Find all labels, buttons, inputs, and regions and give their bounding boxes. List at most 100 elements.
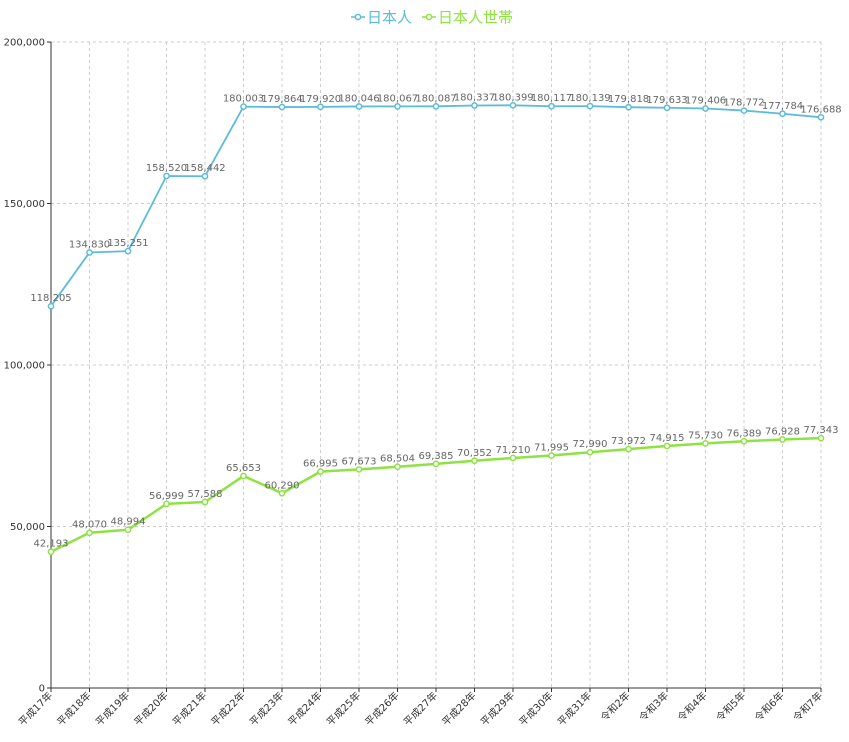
series-2-point (702, 440, 709, 447)
series-2-data-label: 57,588 (188, 489, 223, 500)
x-tick-label: 令和4年 (675, 689, 710, 724)
x-tick-label: 平成23年 (247, 689, 286, 728)
series-1-data-label: 158,520 (146, 163, 187, 174)
series-1-data-label: 158,442 (184, 163, 225, 174)
x-tick-label: 平成31年 (555, 689, 594, 728)
series-1-data-label: 180,117 (531, 93, 572, 104)
legend-label-1: 日本人 (367, 9, 412, 27)
series-2-point (124, 526, 132, 534)
series-2-point (817, 434, 825, 442)
series-2-point (317, 468, 324, 475)
series-1-data-label: 179,864 (261, 94, 302, 105)
series-2-data-label: 76,928 (765, 427, 800, 438)
y-tick-label: 100,000 (4, 361, 45, 372)
x-tick-label: 令和5年 (713, 689, 748, 724)
series-1-data-label: 180,003 (223, 94, 264, 105)
series-1-point (702, 105, 709, 112)
series-2-data-label: 66,995 (303, 459, 338, 470)
series-1-data-label: 179,633 (646, 95, 687, 106)
series-1-point (355, 103, 363, 110)
series-2-point (586, 448, 594, 456)
series-2-point (163, 500, 170, 508)
series-2-data-label: 65,653 (226, 463, 261, 474)
series-1-point (47, 302, 55, 310)
x-tick-label: 令和7年 (790, 689, 825, 724)
x-tick-label: 平成18年 (54, 689, 93, 728)
series-2-data-label: 71,995 (534, 442, 569, 453)
x-tick-label: 平成25年 (324, 689, 363, 728)
y-tick-label: 150,000 (4, 199, 45, 210)
series-2-point (240, 472, 247, 480)
x-tick-label: 令和2年 (598, 689, 633, 724)
series-1-point (586, 102, 594, 110)
series-2-data-label: 76,389 (727, 428, 762, 439)
x-tick-label: 平成17年 (16, 689, 55, 728)
series-2-point (509, 454, 517, 462)
series-1-point (317, 103, 324, 111)
series-2-point (779, 436, 786, 443)
series-1-data-label: 180,337 (454, 93, 495, 104)
series-1-data-label: 177,784 (762, 101, 803, 112)
series-1-point (471, 102, 478, 109)
series-1-data-label: 179,406 (685, 96, 726, 107)
series-1-point (817, 113, 825, 121)
x-tick-label: 令和6年 (752, 689, 787, 724)
series-2-data-label: 68,504 (380, 454, 415, 465)
x-tick-label: 平成28年 (439, 689, 478, 728)
series-1-data-label: 179,818 (608, 94, 649, 105)
series-2-data-label: 70,352 (457, 448, 492, 459)
series-2-data-label: 48,994 (111, 517, 146, 528)
series-2-data-label: 71,210 (496, 445, 531, 456)
y-tick-label: 0 (39, 684, 45, 695)
series-2-point (394, 463, 401, 471)
series-1-data-label: 180,067 (377, 93, 418, 104)
series-1-data-label: 135,251 (107, 238, 148, 249)
series-1-data-label: 118,205 (30, 293, 71, 304)
x-tick-label: 平成19年 (93, 689, 132, 728)
series-1-point (509, 101, 517, 109)
series-2-data-label: 67,673 (342, 456, 377, 467)
series-2-point (278, 489, 286, 497)
series-2-point (432, 460, 440, 468)
series-1-point (548, 102, 555, 110)
series-1-point (779, 110, 786, 118)
y-tick-label: 50,000 (10, 522, 45, 533)
series-1-point (663, 104, 671, 112)
series-2-point (355, 466, 363, 473)
series-1-point (163, 172, 170, 180)
series-1-data-label: 180,046 (338, 93, 379, 104)
series-2-point (47, 548, 55, 556)
series-1-data-label: 134,830 (69, 239, 110, 250)
series-2-data-label: 74,915 (650, 433, 685, 444)
x-tick-label: 平成20年 (131, 689, 170, 728)
series-1-data-label: 178,772 (723, 98, 764, 109)
x-tick-label: 平成27年 (401, 689, 440, 728)
series-1-point (86, 249, 93, 256)
series-2-point (86, 529, 93, 537)
series-2-point (201, 498, 209, 506)
series-2-data-label: 42,193 (34, 539, 69, 550)
series-2-point (471, 457, 478, 465)
series-2-data-label: 72,990 (573, 439, 608, 450)
x-tick-label: 平成30年 (516, 689, 555, 728)
x-tick-label: 平成26年 (362, 689, 401, 728)
series-2-point (663, 442, 671, 450)
x-tick-label: 令和3年 (636, 689, 671, 724)
series-2-data-label: 75,730 (688, 430, 723, 441)
series-1-data-label: 180,087 (415, 93, 456, 104)
x-tick-label: 平成22年 (208, 689, 247, 728)
series-1-point (394, 103, 401, 110)
x-tick-label: 平成21年 (170, 689, 209, 728)
x-tick-label: 平成24年 (285, 689, 324, 728)
series-2-data-label: 60,290 (265, 480, 300, 491)
series-1-point (740, 107, 748, 114)
series-1-point (432, 102, 440, 110)
series-2-data-label: 56,999 (149, 491, 184, 502)
series-1-data-label: 180,139 (569, 93, 610, 104)
series-1-data-label: 176,688 (800, 104, 841, 115)
series-1-point (201, 172, 209, 180)
legend-marker-1 (354, 13, 362, 21)
series-1-data-label: 180,399 (492, 92, 533, 103)
